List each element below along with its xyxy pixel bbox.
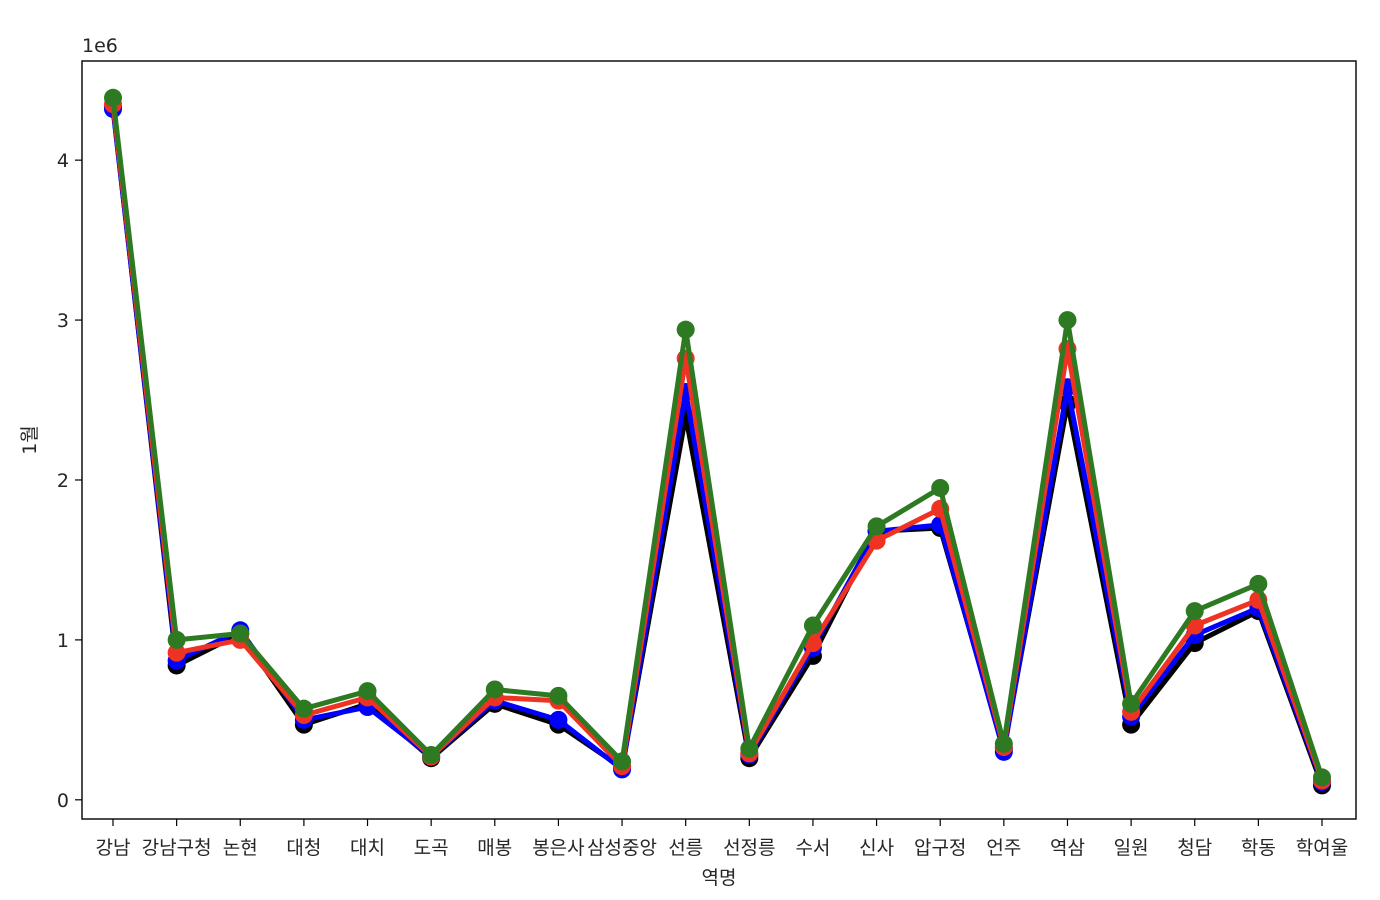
series-4	[104, 88, 1331, 787]
data-point	[549, 686, 568, 705]
y-tick-label: 0	[57, 790, 69, 812]
data-point	[931, 478, 950, 497]
data-point	[803, 616, 822, 635]
series-line	[110, 107, 1325, 787]
x-tick-label: 매봉	[477, 837, 512, 859]
data-point	[1058, 311, 1077, 330]
data-point	[740, 739, 759, 758]
x-tick-label: 강남	[96, 837, 131, 859]
data-point	[1185, 602, 1204, 621]
x-tick-label: 신사	[859, 837, 894, 859]
x-axis-label: 역명	[702, 867, 737, 889]
series-line	[110, 97, 1325, 779]
plot-frame	[81, 60, 1357, 820]
y-tick-label: 2	[57, 470, 69, 492]
y-axis-label: 1월	[19, 425, 41, 455]
data-point	[994, 734, 1013, 753]
x-tick-label: 논현	[223, 837, 258, 859]
data-point	[867, 517, 886, 536]
x-tick-label: 대치	[350, 837, 385, 859]
y-tick-label: 4	[57, 150, 69, 172]
data-point	[167, 630, 186, 649]
x-tick-label: 강남구청	[142, 837, 212, 859]
data-point	[1313, 768, 1331, 787]
data-point	[231, 624, 250, 643]
y-tick-label: 3	[57, 310, 69, 332]
data-point	[294, 699, 313, 718]
data-point	[549, 710, 568, 729]
x-tick-label: 언주	[986, 837, 1021, 859]
series-3	[104, 95, 1331, 790]
x-tick-label: 청담	[1177, 837, 1212, 859]
x-tick-label: 학동	[1241, 837, 1276, 859]
x-tick-label: 학여울	[1296, 837, 1348, 859]
x-tick-label: 압구정	[914, 837, 966, 859]
data-point	[676, 320, 695, 339]
x-tick-label: 역삼	[1050, 837, 1085, 859]
data-point	[358, 682, 377, 701]
series-layer	[104, 88, 1331, 795]
series-line	[110, 108, 1325, 784]
y-axis-offset-label: 1e6	[82, 35, 118, 57]
x-tick-label: 봉은사	[532, 837, 584, 859]
data-point	[104, 88, 122, 107]
data-point	[422, 746, 441, 765]
data-point	[613, 752, 632, 771]
x-tick-label: 선정릉	[723, 837, 775, 859]
series-line	[110, 103, 1325, 782]
x-tick-label: 도곡	[414, 837, 449, 859]
x-tick-label: 일원	[1114, 837, 1149, 859]
y-tick-label: 1	[57, 630, 69, 652]
data-point	[485, 680, 504, 699]
data-point	[1122, 694, 1141, 713]
x-tick-label: 수서	[795, 837, 830, 859]
data-point	[1249, 574, 1268, 593]
x-tick-label: 대청	[286, 837, 321, 859]
x-tick-label: 삼성중앙	[587, 837, 657, 859]
y-axis-ticks: 0 1 2 3 4	[57, 150, 82, 812]
x-axis-ticks: 강남 강남구청 논현 대청 대치 도곡 매봉 봉은사 삼성중앙 선릉 선정릉 수서 신사 압구정 언주 역삼 일…	[96, 819, 1348, 859]
data-point	[167, 643, 186, 662]
x-tick-label: 선릉	[668, 837, 703, 859]
